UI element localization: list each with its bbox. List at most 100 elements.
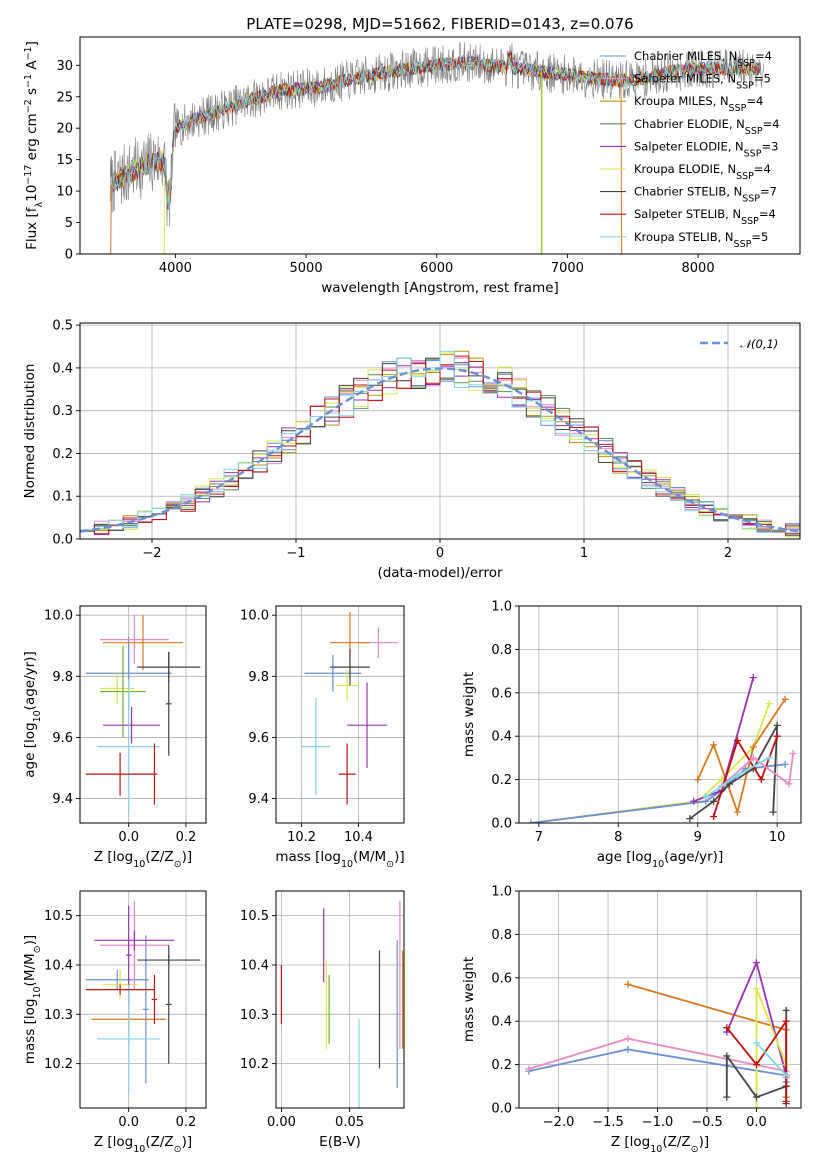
y-tick-label: 0.4 bbox=[491, 1015, 512, 1030]
x-tick-label: 0 bbox=[436, 546, 444, 561]
y-axis-label: Flux [fλ10−17 erg cm−2 s−1 A−1] bbox=[23, 41, 45, 250]
y-tick-label: 0.6 bbox=[491, 686, 512, 701]
weight-point bbox=[752, 959, 760, 967]
weight-point bbox=[781, 760, 789, 768]
x-tick-label: 0.0 bbox=[746, 1115, 767, 1130]
weight-point bbox=[752, 1061, 760, 1069]
x-tick-label: 8000 bbox=[682, 261, 715, 276]
y-tick-label: 0.5 bbox=[52, 319, 73, 334]
x-axis-label: Z [log10(Z/Z⊙)] bbox=[94, 1134, 192, 1155]
weight-point bbox=[785, 780, 793, 788]
y-tick-label: 0.4 bbox=[52, 361, 73, 376]
x-axis-label: age [log10(age/yr)] bbox=[597, 849, 723, 870]
x-tick-label: 5000 bbox=[290, 261, 323, 276]
weight-point bbox=[702, 793, 710, 801]
y-axis-label: age [log10(age/yr)] bbox=[22, 651, 43, 777]
mass_vs_Z-plot-area bbox=[85, 900, 201, 1094]
weight-point bbox=[525, 1065, 533, 1073]
y-tick-label: 10.4 bbox=[240, 958, 269, 973]
legend-entry: Kroupa ELODIE, NSSP=4 bbox=[634, 162, 771, 182]
massweight_vs_Z-plot-area bbox=[525, 959, 790, 1108]
weight-point bbox=[769, 808, 777, 816]
mass_vs_ebv-plot-area bbox=[280, 900, 404, 1108]
weight-point bbox=[733, 808, 741, 816]
weight-point bbox=[749, 674, 757, 682]
legend-entry: Chabrier STELIB, NSSP=7 bbox=[634, 185, 777, 205]
weight-point bbox=[624, 1045, 632, 1053]
massweight_vs_Z-panel: −2.0 −1.5 −1.0 −0.5 0.0 0.0 0.2 0.4 0.6 0.8 1.0 Z [… bbox=[461, 885, 802, 1155]
weight-point bbox=[782, 1071, 790, 1079]
x-tick-label: 7 bbox=[535, 830, 543, 845]
y-tick-label: 0.0 bbox=[52, 533, 73, 548]
weight-point bbox=[710, 812, 718, 820]
x-axis-label: E(B-V) bbox=[319, 1134, 361, 1150]
weight-point bbox=[710, 797, 718, 805]
x-tick-label: 0.0 bbox=[118, 1115, 139, 1130]
x-tick-label: 0.05 bbox=[335, 1115, 364, 1130]
axes-frame bbox=[275, 605, 405, 824]
y-tick-label: 9.6 bbox=[248, 731, 269, 746]
y-tick-label: 1.0 bbox=[491, 885, 512, 900]
axes-frame bbox=[79, 36, 801, 255]
y-tick-label: 25 bbox=[56, 90, 73, 105]
spectrum-plot-area bbox=[109, 42, 764, 254]
spectrum-panel: 4000 5000 6000 7000 8000 0 5 10 15 20 25 30 waveleng… bbox=[23, 36, 801, 296]
y-tick-label: 0.4 bbox=[491, 730, 512, 745]
y-tick-label: 0.0 bbox=[491, 1102, 512, 1117]
residuals-plot-area bbox=[80, 350, 800, 538]
y-tick-label: 9.6 bbox=[52, 731, 73, 746]
x-axis-label: mass [log10(M/M⊙)] bbox=[275, 849, 404, 870]
weight-point bbox=[527, 819, 535, 823]
x-tick-label: −2 bbox=[142, 546, 161, 561]
x-tick-label: 0.2 bbox=[176, 1115, 197, 1130]
x-tick-label: 0.2 bbox=[176, 830, 197, 845]
histogram-series bbox=[80, 355, 800, 535]
mass_vs_Z-panel: 0.0 0.2 10.2 10.3 10.4 10.5 Z [log10(Z/Z⊙)] mas… bbox=[22, 890, 207, 1155]
weight-point bbox=[690, 797, 698, 805]
x-tick-label: 1 bbox=[580, 546, 588, 561]
y-tick-label: 10.4 bbox=[44, 958, 73, 973]
weight-point bbox=[723, 1093, 731, 1101]
weight-point bbox=[765, 754, 773, 762]
legend-entry: Kroupa MILES, NSSP=4 bbox=[634, 94, 763, 114]
gaussian-curve bbox=[80, 367, 800, 533]
massweight_vs_age-panel: 7 8 9 10 0.0 0.2 0.4 0.6 0.8 1.0 age [log10(age/yr… bbox=[461, 600, 802, 870]
spectrum-edge bbox=[110, 184, 112, 254]
legend-entry: 𝒩(0,1) bbox=[740, 337, 778, 351]
x-axis-label: Z [log10(Z/Z⊙)] bbox=[94, 849, 192, 870]
y-tick-label: 10 bbox=[56, 185, 73, 200]
x-tick-label: 9 bbox=[694, 830, 702, 845]
weight-point bbox=[733, 737, 741, 745]
weight-point bbox=[757, 776, 765, 784]
weight-point bbox=[781, 695, 789, 703]
legend-entry: Chabrier ELODIE, NSSP=4 bbox=[634, 117, 780, 137]
y-tick-label: 9.4 bbox=[248, 792, 269, 807]
weight-series-line bbox=[726, 1020, 788, 1102]
y-axis-label: mass [log10(M/M⊙)] bbox=[22, 935, 43, 1064]
age_vs_Z-panel: 0.0 0.2 9.4 9.6 9.8 10.0 Z [log10(Z/Z⊙)] age [l… bbox=[22, 605, 207, 870]
y-tick-label: 0.3 bbox=[52, 404, 73, 419]
x-axis-label: (data-model)/error bbox=[377, 565, 503, 581]
y-tick-label: 0.8 bbox=[491, 928, 512, 943]
age_vs_mass-panel: 10.2 10.4 9.4 9.6 9.8 10.0 mass [log10(M/M⊙)] bbox=[240, 605, 405, 870]
spectrum-edge bbox=[620, 77, 623, 254]
y-tick-label: 0.2 bbox=[491, 1058, 512, 1073]
x-tick-label: 6000 bbox=[420, 261, 453, 276]
x-tick-label: 7000 bbox=[551, 261, 584, 276]
weight-point bbox=[749, 743, 757, 751]
y-tick-label: 10.5 bbox=[44, 909, 73, 924]
y-axis-label: mass weight bbox=[461, 957, 477, 1042]
y-tick-label: 10.3 bbox=[240, 1008, 269, 1023]
x-tick-label: −0.5 bbox=[691, 1115, 723, 1130]
x-tick-label: 10 bbox=[769, 830, 786, 845]
y-tick-label: 10.2 bbox=[240, 1057, 269, 1072]
x-tick-label: −2.0 bbox=[543, 1115, 575, 1130]
x-tick-label: 0.00 bbox=[267, 1115, 296, 1130]
weight-point bbox=[749, 754, 757, 762]
weight-point bbox=[694, 776, 702, 784]
weight-point bbox=[752, 1039, 760, 1047]
legend-entry: Salpeter ELODIE, NSSP=3 bbox=[634, 139, 778, 159]
spectrum-line bbox=[112, 55, 762, 212]
axes-frame bbox=[518, 605, 802, 824]
